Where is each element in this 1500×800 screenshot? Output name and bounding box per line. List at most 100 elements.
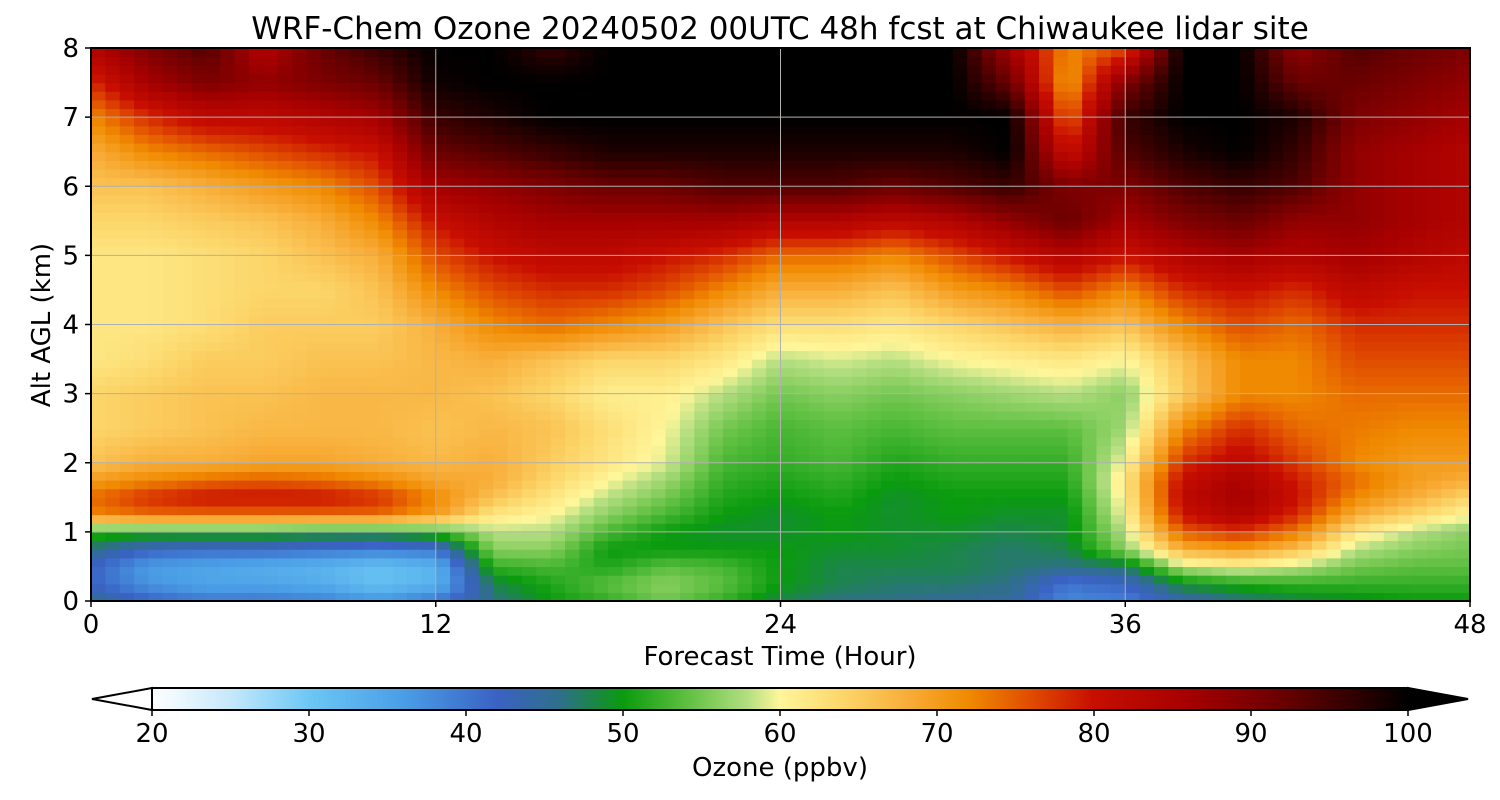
heatmap-cell: [737, 523, 753, 533]
heatmap-cell: [967, 575, 983, 585]
heatmap-cell: [694, 540, 710, 550]
heatmap-cell: [565, 151, 580, 161]
heatmap-cell: [1024, 454, 1040, 464]
heatmap-cell: [450, 160, 466, 170]
heatmap-cell: [407, 549, 422, 559]
heatmap-cell: [363, 220, 379, 231]
heatmap-cell: [852, 315, 868, 326]
heatmap-cell: [579, 151, 595, 161]
heatmap-cell: [651, 212, 667, 222]
heatmap-cell: [191, 298, 207, 308]
heatmap-cell: [723, 99, 738, 110]
heatmap-cell: [177, 255, 193, 265]
heatmap-cell: [349, 350, 365, 360]
heatmap-cell: [205, 367, 221, 377]
heatmap-cell: [521, 281, 537, 291]
heatmap-cell: [464, 315, 480, 326]
heatmap-cell: [205, 289, 221, 300]
heatmap-cell: [1053, 497, 1069, 507]
heatmap-cell: [723, 402, 738, 412]
heatmap-cell: [608, 359, 624, 369]
heatmap-cell: [1067, 125, 1083, 136]
heatmap-cell: [679, 428, 695, 438]
heatmap-cell: [995, 462, 1011, 472]
heatmap-cell: [220, 523, 236, 533]
heatmap-cell: [967, 117, 983, 127]
heatmap-cell: [1139, 341, 1155, 352]
heatmap-cell: [723, 384, 738, 395]
heatmap-cell: [608, 445, 624, 455]
heatmap-cell: [579, 91, 595, 101]
heatmap-cell: [191, 566, 207, 576]
heatmap-cell: [881, 583, 897, 593]
heatmap-cell: [119, 462, 135, 472]
heatmap-cell: [780, 540, 796, 550]
heatmap-cell: [751, 333, 767, 343]
heatmap-cell: [1153, 557, 1169, 568]
heatmap-cell: [1010, 445, 1026, 455]
heatmap-cell: [134, 281, 150, 291]
heatmap-cell: [392, 514, 408, 524]
heatmap-cell: [320, 514, 336, 524]
heatmap-cell: [1110, 497, 1126, 507]
heatmap-cell: [162, 436, 178, 447]
heatmap-cell: [694, 341, 710, 352]
heatmap-cell: [1110, 194, 1126, 205]
heatmap-cell: [148, 255, 164, 265]
heatmap-cell: [1110, 471, 1126, 481]
heatmap-cell: [292, 419, 308, 429]
heatmap-cell: [751, 229, 767, 239]
heatmap-cell: [320, 471, 336, 481]
heatmap-cell: [809, 402, 825, 412]
heatmap-cell: [1039, 393, 1055, 403]
heatmap-cell: [1139, 376, 1155, 386]
heatmap-cell: [421, 549, 437, 559]
heatmap-cell: [1110, 307, 1126, 317]
heatmap-cell: [119, 289, 135, 300]
heatmap-cell: [1039, 359, 1055, 369]
heatmap-cell: [205, 298, 221, 308]
heatmap-cell: [1153, 419, 1169, 429]
heatmap-cell: [464, 549, 480, 559]
heatmap-cell: [1125, 194, 1141, 205]
heatmap-cell: [852, 108, 868, 118]
heatmap-cell: [407, 160, 422, 170]
heatmap-cell: [593, 497, 609, 507]
heatmap-cell: [320, 384, 336, 395]
heatmap-cell: [1082, 194, 1098, 205]
heatmap-cell: [995, 134, 1011, 144]
heatmap-cell: [349, 143, 365, 153]
heatmap-cell: [866, 488, 882, 498]
heatmap-cell: [191, 82, 207, 92]
heatmap-cell: [823, 445, 839, 455]
heatmap-cell: [378, 73, 394, 84]
heatmap-cell: [234, 384, 250, 395]
heatmap-cell: [995, 488, 1011, 498]
heatmap-cell: [277, 531, 293, 542]
heatmap-cell: [234, 419, 250, 429]
heatmap-cell: [493, 298, 509, 308]
heatmap-cell: [464, 203, 480, 213]
heatmap-cell: [205, 108, 221, 118]
heatmap-cell: [823, 168, 839, 179]
heatmap-cell: [263, 454, 279, 464]
heatmap-cell: [1096, 384, 1112, 395]
heatmap-cell: [794, 566, 810, 576]
heatmap-cell: [363, 246, 379, 256]
heatmap-cell: [320, 419, 336, 429]
heatmap-cell: [536, 505, 552, 516]
heatmap-cell: [263, 134, 279, 144]
heatmap-cell: [608, 65, 624, 75]
heatmap-cell: [421, 557, 437, 568]
heatmap-cell: [191, 264, 207, 274]
heatmap-cell: [234, 592, 250, 602]
heatmap-cell: [723, 341, 738, 352]
heatmap-cell: [665, 134, 681, 144]
heatmap-cell: [1039, 549, 1055, 559]
heatmap-cell: [435, 575, 451, 585]
heatmap-cell: [205, 125, 221, 136]
heatmap-cell: [320, 505, 336, 516]
heatmap-cell: [938, 65, 954, 75]
heatmap-cell: [464, 540, 480, 550]
heatmap-cell: [119, 575, 135, 585]
